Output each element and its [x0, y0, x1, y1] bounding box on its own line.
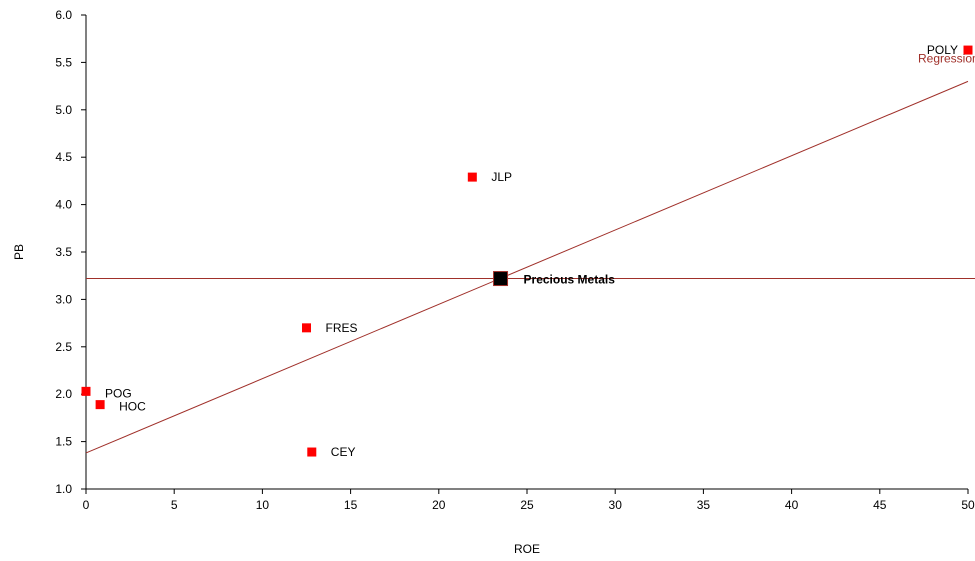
y-tick-label: 2.0	[55, 387, 72, 401]
regression-label: Regression	[918, 52, 975, 66]
point-label: POLY	[927, 43, 958, 57]
x-tick-label: 10	[256, 498, 270, 512]
point-label: HOC	[119, 400, 146, 414]
x-tick-label: 30	[609, 498, 623, 512]
x-tick-label: 20	[432, 498, 446, 512]
y-tick-label: 4.5	[55, 150, 72, 164]
data-point	[963, 45, 973, 55]
data-point	[302, 323, 311, 333]
axes: 0 5 10 15 20 25 30 35 40 45 50 1.0 1.5 2.0 2.5 3.0 3.5 4.…	[55, 8, 975, 512]
point-label: JLP	[491, 170, 512, 184]
x-tick-label: 35	[697, 498, 711, 512]
y-tick-label: 6.0	[55, 8, 72, 22]
x-tick-label: 15	[344, 498, 358, 512]
average-point-label: Precious Metals	[524, 273, 616, 287]
y-tick-label: 5.0	[55, 103, 72, 117]
point-label: CEY	[331, 445, 356, 459]
data-point	[95, 400, 105, 410]
y-tick-label: 1.0	[55, 482, 72, 496]
y-tick-label: 3.0	[55, 292, 72, 306]
data-points	[81, 45, 973, 457]
y-tick-label: 1.5	[55, 435, 72, 449]
x-tick-label: 50	[961, 498, 975, 512]
y-tick-label: 3.5	[55, 245, 72, 259]
point-label: POG	[105, 386, 132, 400]
y-tick-label: 2.5	[55, 340, 72, 354]
point-label: FRES	[326, 321, 358, 335]
y-axis-title: PB	[12, 244, 26, 260]
x-tick-label: 5	[171, 498, 178, 512]
x-tick-label: 45	[873, 498, 887, 512]
average-point	[493, 271, 509, 287]
x-tick-label: 0	[83, 498, 90, 512]
x-axis-title: ROE	[514, 542, 540, 556]
x-tick-label: 40	[785, 498, 799, 512]
reference-lines	[85, 80, 975, 454]
y-tick-label: 4.0	[55, 198, 72, 212]
y-tick-label: 5.5	[55, 55, 72, 69]
data-point	[81, 386, 91, 396]
data-point	[467, 172, 477, 182]
x-tick-label: 25	[520, 498, 534, 512]
regression-line	[85, 80, 969, 454]
data-point	[307, 447, 317, 457]
